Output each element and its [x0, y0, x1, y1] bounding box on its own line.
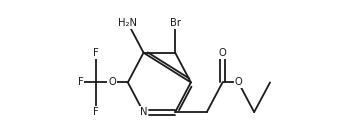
Text: F: F — [93, 107, 99, 117]
Text: F: F — [93, 48, 99, 58]
Text: N: N — [140, 107, 147, 117]
Text: O: O — [234, 77, 242, 87]
Text: O: O — [108, 77, 116, 87]
Text: O: O — [219, 48, 226, 58]
Text: Br: Br — [170, 18, 181, 28]
Text: F: F — [78, 77, 83, 87]
Text: H₂N: H₂N — [118, 18, 137, 28]
